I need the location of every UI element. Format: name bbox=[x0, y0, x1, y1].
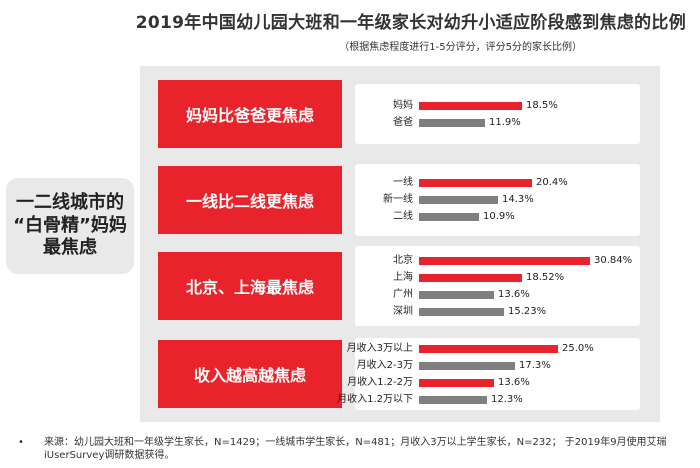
bar-value-label: 13.6% bbox=[498, 376, 530, 388]
bar-label: 深圳 bbox=[393, 305, 413, 317]
bar-row: 新一线 14.3% bbox=[355, 193, 640, 207]
bar-value-label: 18.5% bbox=[526, 99, 558, 111]
group-heading-4: 收入越高越焦虑 bbox=[158, 340, 342, 408]
bar-value-label: 12.3% bbox=[491, 393, 523, 405]
bar-value-label: 14.3% bbox=[502, 194, 534, 205]
bar-label: 广州 bbox=[393, 288, 413, 300]
group-card-4: 月收入3万以上 25.0% 月收入2-3万 17.3% 月收入1.2-2万 13.6% 月收… bbox=[337, 338, 640, 410]
bar-row: 上海 18.52% bbox=[355, 271, 640, 285]
bar-row: 妈妈 18.5% bbox=[355, 99, 640, 113]
bar-value-label: 15.23% bbox=[508, 305, 547, 317]
bar-value-label: 18.52% bbox=[526, 271, 565, 283]
bar-value-label: 11.9% bbox=[489, 116, 521, 128]
bar-row: 爸爸 11.9% bbox=[355, 116, 640, 130]
bar-row: 月收入1.2万以下 12.3% bbox=[337, 393, 640, 407]
bar-label: 北京 bbox=[393, 254, 413, 266]
bar-gray bbox=[419, 290, 494, 299]
bar-gray bbox=[419, 395, 487, 404]
group-heading-3: 北京、上海最焦虑 bbox=[158, 252, 342, 320]
bar-red bbox=[419, 179, 532, 187]
bar-row: 月收入2-3万 17.3% bbox=[355, 359, 640, 373]
bar-red bbox=[419, 273, 522, 282]
bar-value-label: 20.4% bbox=[536, 177, 568, 188]
bar-label: 月收入1.2-2万 bbox=[347, 376, 413, 388]
bar-red bbox=[419, 378, 494, 387]
bar-label: 上海 bbox=[393, 271, 413, 283]
bar-label: 月收入3万以上 bbox=[346, 342, 413, 354]
bar-label: 月收入2-3万 bbox=[356, 359, 413, 371]
group-heading-2: 一线比二线更焦虑 bbox=[158, 166, 342, 234]
bar-row: 月收入1.2-2万 13.6% bbox=[347, 376, 640, 390]
footer-bullet: • bbox=[18, 437, 24, 448]
bar-row: 广州 13.6% bbox=[355, 288, 640, 302]
callout-line-3: 最焦虑 bbox=[42, 237, 97, 259]
bar-row: 二线 10.9% bbox=[355, 210, 640, 224]
bar-row: 月收入3万以上 25.0% bbox=[347, 342, 640, 356]
bar-gray bbox=[419, 196, 498, 204]
bar-value-label: 10.9% bbox=[483, 211, 515, 222]
group-card-1: 妈妈 18.5% 爸爸 11.9% bbox=[355, 84, 640, 144]
bar-red bbox=[419, 256, 590, 265]
bar-gray bbox=[419, 118, 485, 127]
bar-label: 爸爸 bbox=[393, 116, 413, 128]
bar-label: 新一线 bbox=[383, 194, 413, 205]
bar-gray bbox=[419, 213, 479, 221]
bar-label: 一线 bbox=[393, 177, 413, 188]
bar-value-label: 30.84% bbox=[594, 254, 633, 266]
footer-text: 来源：幼儿园大班和一年级学生家长，N=1429；一线城市学生家长，N=481；月… bbox=[44, 437, 667, 461]
bar-gray bbox=[419, 307, 504, 316]
bar-red bbox=[419, 101, 522, 110]
bar-row: 一线 20.4% bbox=[355, 176, 640, 190]
bar-label: 二线 bbox=[393, 211, 413, 222]
chart-subtitle: （根据焦虑程度进行1-5分评分，评分5分的家长比例） bbox=[339, 42, 582, 53]
bar-value-label: 17.3% bbox=[519, 359, 551, 371]
callout-box: 一二线城市的 “白骨精”妈妈 最焦虑 bbox=[6, 178, 134, 274]
bar-row: 深圳 15.23% bbox=[355, 305, 640, 319]
callout-line-1: 一二线城市的 bbox=[15, 192, 124, 214]
bar-label: 月收入1.2万以下 bbox=[337, 393, 413, 405]
bar-value-label: 13.6% bbox=[498, 288, 530, 300]
bar-value-label: 25.0% bbox=[562, 342, 594, 354]
group-card-3: 北京 30.84% 上海 18.52% 广州 13.6% 深圳 15.23% bbox=[355, 246, 640, 326]
bar-gray bbox=[419, 361, 515, 370]
chart-title: 2019年中国幼儿园大班和一年级家长对幼升小适应阶段感到焦虑的比例 bbox=[135, 13, 686, 33]
callout-line-2: “白骨精”妈妈 bbox=[13, 214, 127, 236]
bar-row: 北京 30.84% bbox=[355, 254, 640, 268]
group-card-2: 一线 20.4% 新一线 14.3% 二线 10.9% bbox=[355, 164, 640, 236]
bar-red bbox=[419, 344, 558, 353]
group-heading-1: 妈妈比爸爸更焦虑 bbox=[158, 80, 342, 148]
bar-label: 妈妈 bbox=[393, 99, 413, 111]
